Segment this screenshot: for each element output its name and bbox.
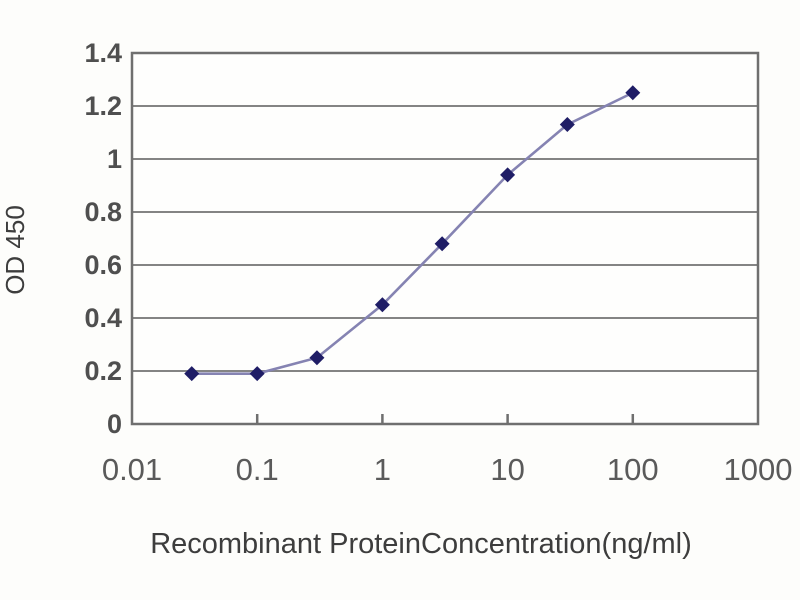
plot-border: [130, 51, 760, 426]
y-tick-label: 0.8: [84, 197, 122, 227]
data-point-marker: [559, 117, 575, 133]
y-tick-label: 0.4: [84, 303, 122, 333]
y-tick-label: 1.4: [84, 38, 122, 68]
data-point-marker: [374, 297, 390, 313]
series-line: [191, 91, 634, 375]
x-tick-label: 0.01: [102, 452, 162, 487]
data-point-marker: [309, 350, 325, 366]
y-axis-title: OD 450: [0, 205, 30, 295]
x-axis-ticks: [255, 414, 635, 424]
x-tick-label: 1000: [724, 452, 793, 487]
data-point-marker: [625, 85, 641, 101]
x-tick-labels: 0.01 0.1 1 10 100 1000: [102, 452, 793, 487]
plot-background: [132, 53, 758, 424]
data-point-marker: [249, 366, 265, 382]
x-axis-title: Recombinant ProteinConcentration(ng/ml): [150, 528, 692, 560]
x-tick-label: 10: [490, 452, 524, 487]
y-tick-label: 0: [107, 409, 122, 439]
y-tick-label: 0.6: [84, 250, 122, 280]
series-markers: [184, 85, 641, 382]
x-tick-label: 100: [607, 452, 659, 487]
data-point-marker: [184, 366, 200, 382]
x-tick-label: 1: [374, 452, 391, 487]
y-tick-label: 0.2: [84, 356, 122, 386]
gridlines: [132, 105, 758, 372]
y-tick-label: 1: [107, 144, 122, 174]
data-point-marker: [500, 167, 516, 183]
y-tick-labels: 0 0.2 0.4 0.6 0.8 1 1.2 1.4: [84, 38, 122, 439]
y-tick-label: 1.2: [84, 91, 122, 121]
data-point-marker: [434, 236, 450, 252]
x-tick-label: 0.1: [236, 452, 279, 487]
